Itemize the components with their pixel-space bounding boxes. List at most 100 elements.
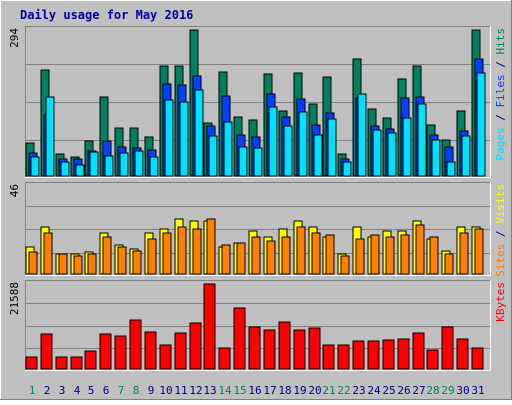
bar-sites-day-14 — [221, 244, 231, 275]
bar-pages-day-25 — [387, 132, 397, 177]
day-label-20: 20 — [308, 384, 321, 397]
day-label-15: 15 — [233, 384, 246, 397]
bar-pages-day-31 — [476, 72, 486, 177]
day-label-30: 30 — [456, 384, 469, 397]
legend-part: Visits — [494, 184, 507, 224]
bar-sites-day-29 — [444, 253, 454, 275]
day-label-2: 2 — [44, 384, 51, 397]
bar-sites-day-9 — [147, 238, 157, 275]
bar-pages-day-3 — [60, 161, 70, 177]
bar-kbytes-day-11 — [174, 332, 187, 370]
bar-pages-day-27 — [417, 103, 427, 177]
bar-pages-day-2 — [45, 96, 55, 177]
bar-pages-day-20 — [313, 134, 323, 177]
legend-part: Files — [494, 74, 507, 107]
day-label-24: 24 — [367, 384, 381, 397]
day-label-4: 4 — [74, 384, 81, 397]
bar-pages-day-23 — [357, 93, 367, 177]
bar-sites-day-11 — [177, 226, 187, 275]
bar-pages-day-8 — [134, 150, 144, 177]
bar-kbytes-day-8 — [129, 319, 142, 370]
bar-sites-day-13 — [206, 218, 216, 275]
bar-sites-day-17 — [266, 240, 276, 275]
legend-part: / — [494, 224, 507, 244]
day-label-8: 8 — [133, 384, 140, 397]
bar-sites-day-31 — [474, 228, 484, 275]
axis-legend-panel-1: Pages / Files / Hits — [494, 28, 507, 161]
bar-kbytes-day-31 — [471, 347, 484, 370]
bar-pages-day-26 — [402, 117, 412, 177]
bar-pages-day-30 — [461, 135, 471, 177]
bar-pages-day-16 — [253, 147, 263, 177]
day-label-26: 26 — [397, 384, 410, 397]
bar-kbytes-day-3 — [55, 356, 68, 370]
day-label-28: 28 — [426, 384, 439, 397]
bar-sites-day-6 — [102, 236, 112, 275]
bar-pages-day-5 — [89, 151, 99, 177]
bar-sites-day-21 — [325, 234, 335, 275]
bar-kbytes-day-21 — [322, 344, 335, 370]
day-label-29: 29 — [441, 384, 454, 397]
day-label-5: 5 — [88, 384, 95, 397]
day-label-1: 1 — [29, 384, 36, 397]
day-label-6: 6 — [103, 384, 110, 397]
bar-kbytes-day-9 — [144, 331, 157, 370]
bar-kbytes-day-28 — [426, 349, 439, 370]
bar-sites-day-5 — [87, 253, 97, 275]
legend-part: KBytes — [494, 282, 507, 322]
bar-sites-day-24 — [370, 234, 380, 275]
bar-sites-day-1 — [28, 251, 38, 275]
day-label-22: 22 — [337, 384, 350, 397]
bar-kbytes-day-6 — [99, 333, 112, 370]
bar-kbytes-day-1 — [25, 356, 38, 370]
bar-sites-day-26 — [400, 234, 410, 275]
ymax-label-panel-2: 46 — [8, 184, 21, 197]
day-label-16: 16 — [248, 384, 261, 397]
bar-sites-day-16 — [251, 236, 261, 275]
bar-kbytes-day-4 — [70, 356, 83, 370]
ymax-label-panel-3: 21588 — [8, 282, 21, 315]
bar-sites-day-12 — [192, 228, 202, 275]
chart-title: Daily usage for May 2016 — [20, 8, 193, 22]
bar-pages-day-7 — [119, 152, 129, 177]
bar-kbytes-day-15 — [233, 307, 246, 370]
bar-kbytes-day-30 — [456, 338, 469, 370]
bar-pages-day-17 — [268, 106, 278, 177]
bar-pages-day-24 — [372, 129, 382, 177]
bar-kbytes-day-12 — [189, 322, 202, 370]
bar-pages-day-29 — [446, 161, 456, 177]
legend-part: Pages — [494, 127, 507, 160]
bar-sites-day-15 — [236, 242, 246, 275]
bar-kbytes-day-17 — [263, 329, 276, 370]
bar-sites-day-28 — [429, 236, 439, 275]
bar-sites-day-30 — [459, 232, 469, 275]
day-label-13: 13 — [203, 384, 216, 397]
bar-kbytes-day-2 — [40, 333, 53, 370]
day-label-21: 21 — [322, 384, 335, 397]
bar-pages-day-1 — [30, 156, 40, 177]
bar-kbytes-day-25 — [382, 339, 395, 370]
bar-sites-day-4 — [73, 255, 83, 275]
day-label-31: 31 — [471, 384, 484, 397]
bar-sites-day-7 — [117, 246, 127, 275]
bar-pages-day-18 — [283, 125, 293, 177]
ymax-label-panel-1: 294 — [8, 28, 21, 48]
day-label-14: 14 — [218, 384, 232, 397]
day-label-3: 3 — [59, 384, 66, 397]
bar-pages-day-11 — [179, 101, 189, 177]
bar-kbytes-day-20 — [308, 327, 321, 370]
legend-part: Hits — [494, 28, 507, 55]
bar-sites-day-10 — [162, 232, 172, 275]
bar-kbytes-day-18 — [278, 321, 291, 370]
bar-pages-day-4 — [75, 164, 85, 177]
day-label-19: 19 — [293, 384, 306, 397]
legend-part: / — [494, 55, 507, 75]
bar-sites-day-22 — [340, 255, 350, 275]
bar-kbytes-day-22 — [337, 344, 350, 370]
bar-kbytes-day-14 — [218, 347, 231, 370]
bar-kbytes-day-5 — [84, 350, 97, 370]
bar-kbytes-day-19 — [293, 329, 306, 370]
day-label-11: 11 — [174, 384, 187, 397]
bar-pages-day-28 — [431, 139, 441, 177]
day-label-7: 7 — [118, 384, 125, 397]
